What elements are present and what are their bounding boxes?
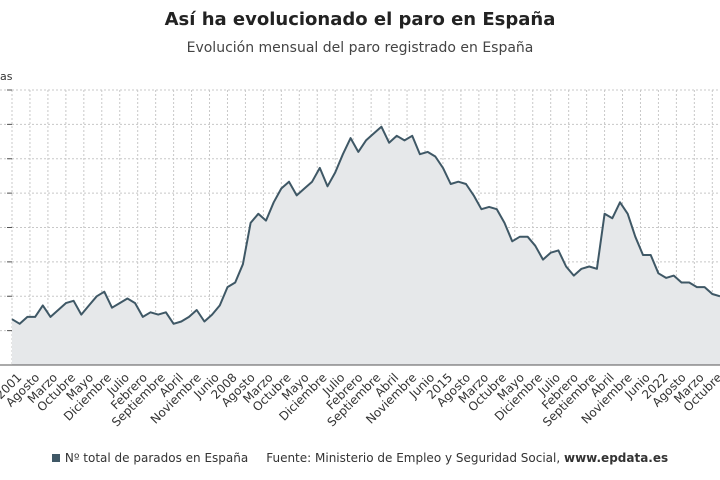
source-prefix: Fuente: Ministerio de Empleo y Seguridad… [266, 451, 561, 465]
axes [0, 89, 720, 366]
chart-subtitle: Evolución mensual del paro registrado en… [186, 40, 534, 56]
y-axis-unit-label: as [0, 70, 13, 83]
series-line [11, 125, 720, 325]
legend: Nº total de parados en España Fuente: Min… [0, 451, 720, 465]
x-tick-labels: 2001AgostoMarzoOctubreMayoDiciembreJulio… [0, 370, 720, 429]
source-site: www.epdata.es [564, 451, 669, 465]
chart-title: Así ha evolucionado el paro en España [164, 9, 556, 30]
series-area [12, 126, 720, 365]
source-note: Fuente: Ministerio de Empleo y Seguridad… [266, 451, 668, 465]
legend-series-label: Nº total de parados en España [64, 451, 249, 465]
legend-swatch [51, 454, 60, 462]
